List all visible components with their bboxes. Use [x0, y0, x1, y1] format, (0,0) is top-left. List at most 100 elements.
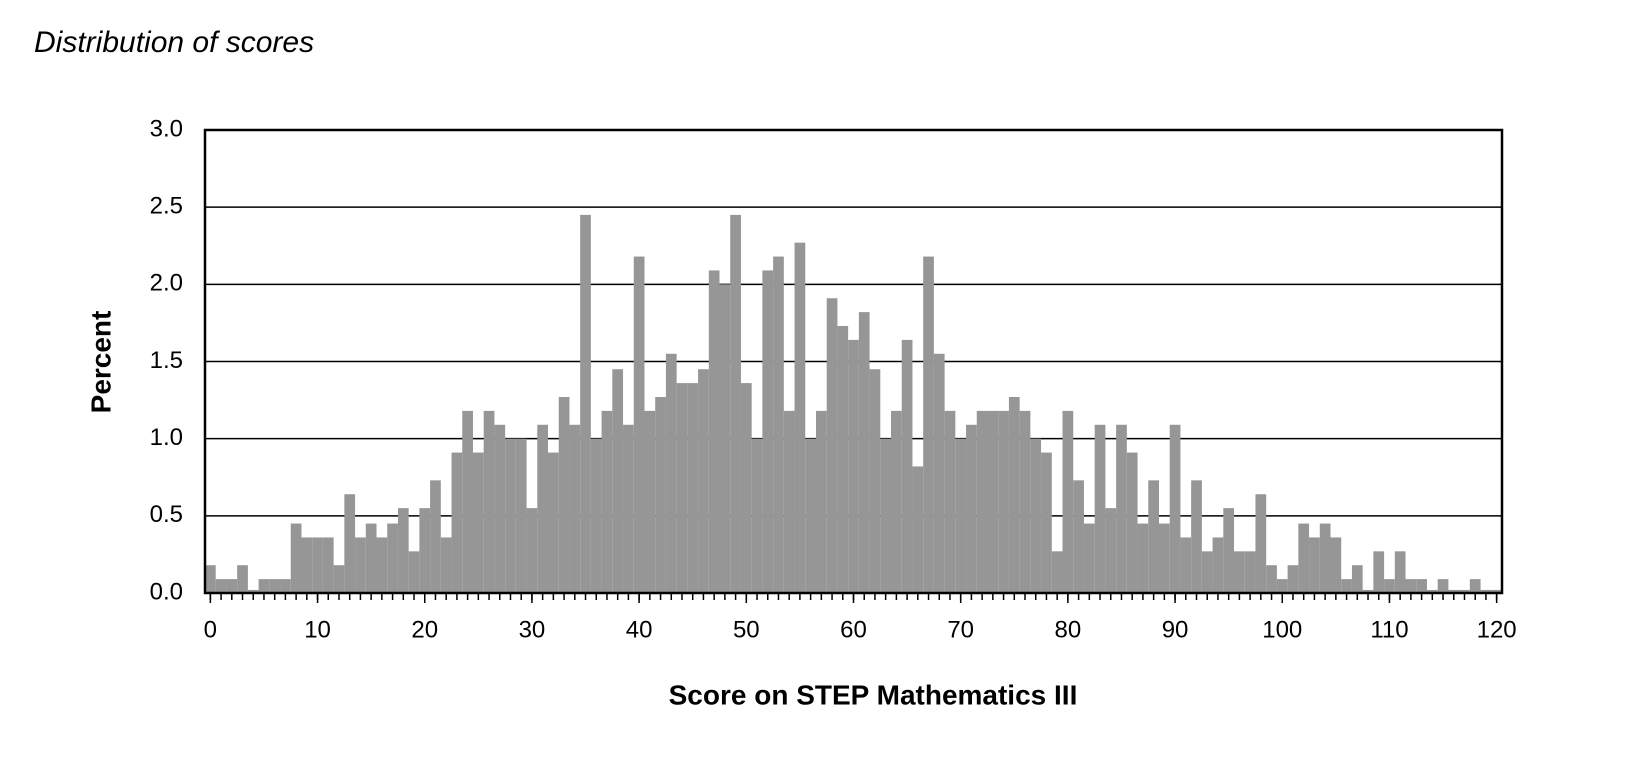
- bar: [430, 480, 441, 593]
- bar: [1041, 452, 1052, 593]
- chart-title: Distribution of scores: [34, 26, 314, 59]
- bar: [355, 537, 366, 593]
- bar: [1126, 452, 1138, 593]
- y-tick-label: 1.0: [150, 424, 183, 451]
- bar: [333, 565, 345, 593]
- bar: [526, 508, 538, 593]
- bar: [708, 270, 720, 593]
- bar: [815, 410, 827, 593]
- x-tick-label: 40: [626, 616, 653, 643]
- x-tick-label: 80: [1055, 616, 1082, 643]
- bar: [1266, 565, 1277, 593]
- bar: [558, 396, 570, 593]
- bar: [344, 494, 356, 593]
- bar: [676, 383, 688, 593]
- bar: [472, 452, 484, 593]
- bar: [976, 410, 988, 593]
- bar: [1105, 508, 1117, 593]
- bar: [548, 452, 559, 593]
- y-tick-label: 1.5: [150, 347, 183, 374]
- x-tick-label: 90: [1162, 616, 1189, 643]
- y-axis-label: Percent: [85, 311, 116, 414]
- bar: [719, 284, 731, 593]
- bar: [590, 438, 602, 593]
- bar: [698, 369, 709, 593]
- bar: [408, 551, 420, 593]
- x-tick-label: 0: [204, 616, 217, 643]
- bar: [1137, 523, 1149, 593]
- bar: [826, 298, 838, 593]
- bar: [290, 523, 302, 593]
- bar: [966, 424, 977, 593]
- bar: [955, 438, 967, 593]
- y-tick-label: 3.0: [150, 115, 183, 142]
- bar: [923, 256, 934, 593]
- bar: [1234, 551, 1245, 593]
- bar: [633, 256, 645, 593]
- bar: [623, 424, 634, 593]
- bar: [419, 508, 431, 593]
- y-tick-label: 2.5: [150, 193, 183, 220]
- bar: [901, 339, 913, 593]
- bar: [1448, 589, 1460, 593]
- x-tick-label: 30: [519, 616, 546, 643]
- bar: [751, 438, 763, 593]
- bar: [1351, 565, 1363, 593]
- bar: [322, 537, 334, 593]
- bar: [451, 452, 463, 593]
- plot-frame: [203, 128, 1504, 595]
- bar: [601, 410, 613, 593]
- x-tick-label: 50: [733, 616, 760, 643]
- bar: [1030, 438, 1042, 593]
- bar: [1287, 565, 1299, 593]
- bar: [376, 537, 388, 593]
- bar: [569, 424, 581, 593]
- bar: [301, 537, 313, 593]
- y-tick-label: 0.5: [150, 501, 183, 528]
- bar: [644, 410, 656, 593]
- bar: [1298, 523, 1310, 593]
- bar: [515, 438, 527, 593]
- bar: [1201, 551, 1213, 593]
- x-tick-label: 110: [1370, 616, 1408, 643]
- bar: [312, 537, 323, 593]
- bar: [205, 565, 216, 593]
- bar: [537, 424, 549, 593]
- x-tick-label: 60: [840, 616, 867, 643]
- bar: [1094, 424, 1106, 593]
- bar: [1083, 523, 1095, 593]
- bar: [1116, 424, 1127, 593]
- bar: [1469, 579, 1481, 593]
- bar: [269, 579, 281, 593]
- bar: [730, 214, 741, 593]
- bar: [1148, 480, 1159, 593]
- bar: [1244, 551, 1256, 593]
- bar: [280, 579, 291, 593]
- x-tick-label: 10: [304, 616, 331, 643]
- bar: [1276, 579, 1288, 593]
- bar: [1309, 537, 1320, 593]
- bar: [848, 339, 859, 593]
- bar: [891, 410, 902, 593]
- bar: [1437, 579, 1449, 593]
- bar: [783, 410, 795, 593]
- bar: [805, 438, 816, 593]
- bar: [1255, 494, 1267, 593]
- bar: [1373, 551, 1385, 593]
- y-tick-label: 0.0: [150, 578, 183, 605]
- bar: [1008, 396, 1020, 593]
- x-tick-label: 120: [1477, 616, 1517, 643]
- bar: [247, 589, 259, 593]
- bar: [933, 353, 945, 593]
- bar: [1051, 551, 1063, 593]
- bar: [483, 410, 495, 593]
- bar: [869, 369, 881, 593]
- bar: [687, 383, 699, 593]
- bar: [665, 353, 677, 593]
- bar: [987, 410, 999, 593]
- bar: [1384, 579, 1395, 593]
- bar: [1073, 480, 1084, 593]
- bar: [1223, 508, 1235, 593]
- bar: [773, 256, 784, 593]
- bar: [505, 438, 516, 593]
